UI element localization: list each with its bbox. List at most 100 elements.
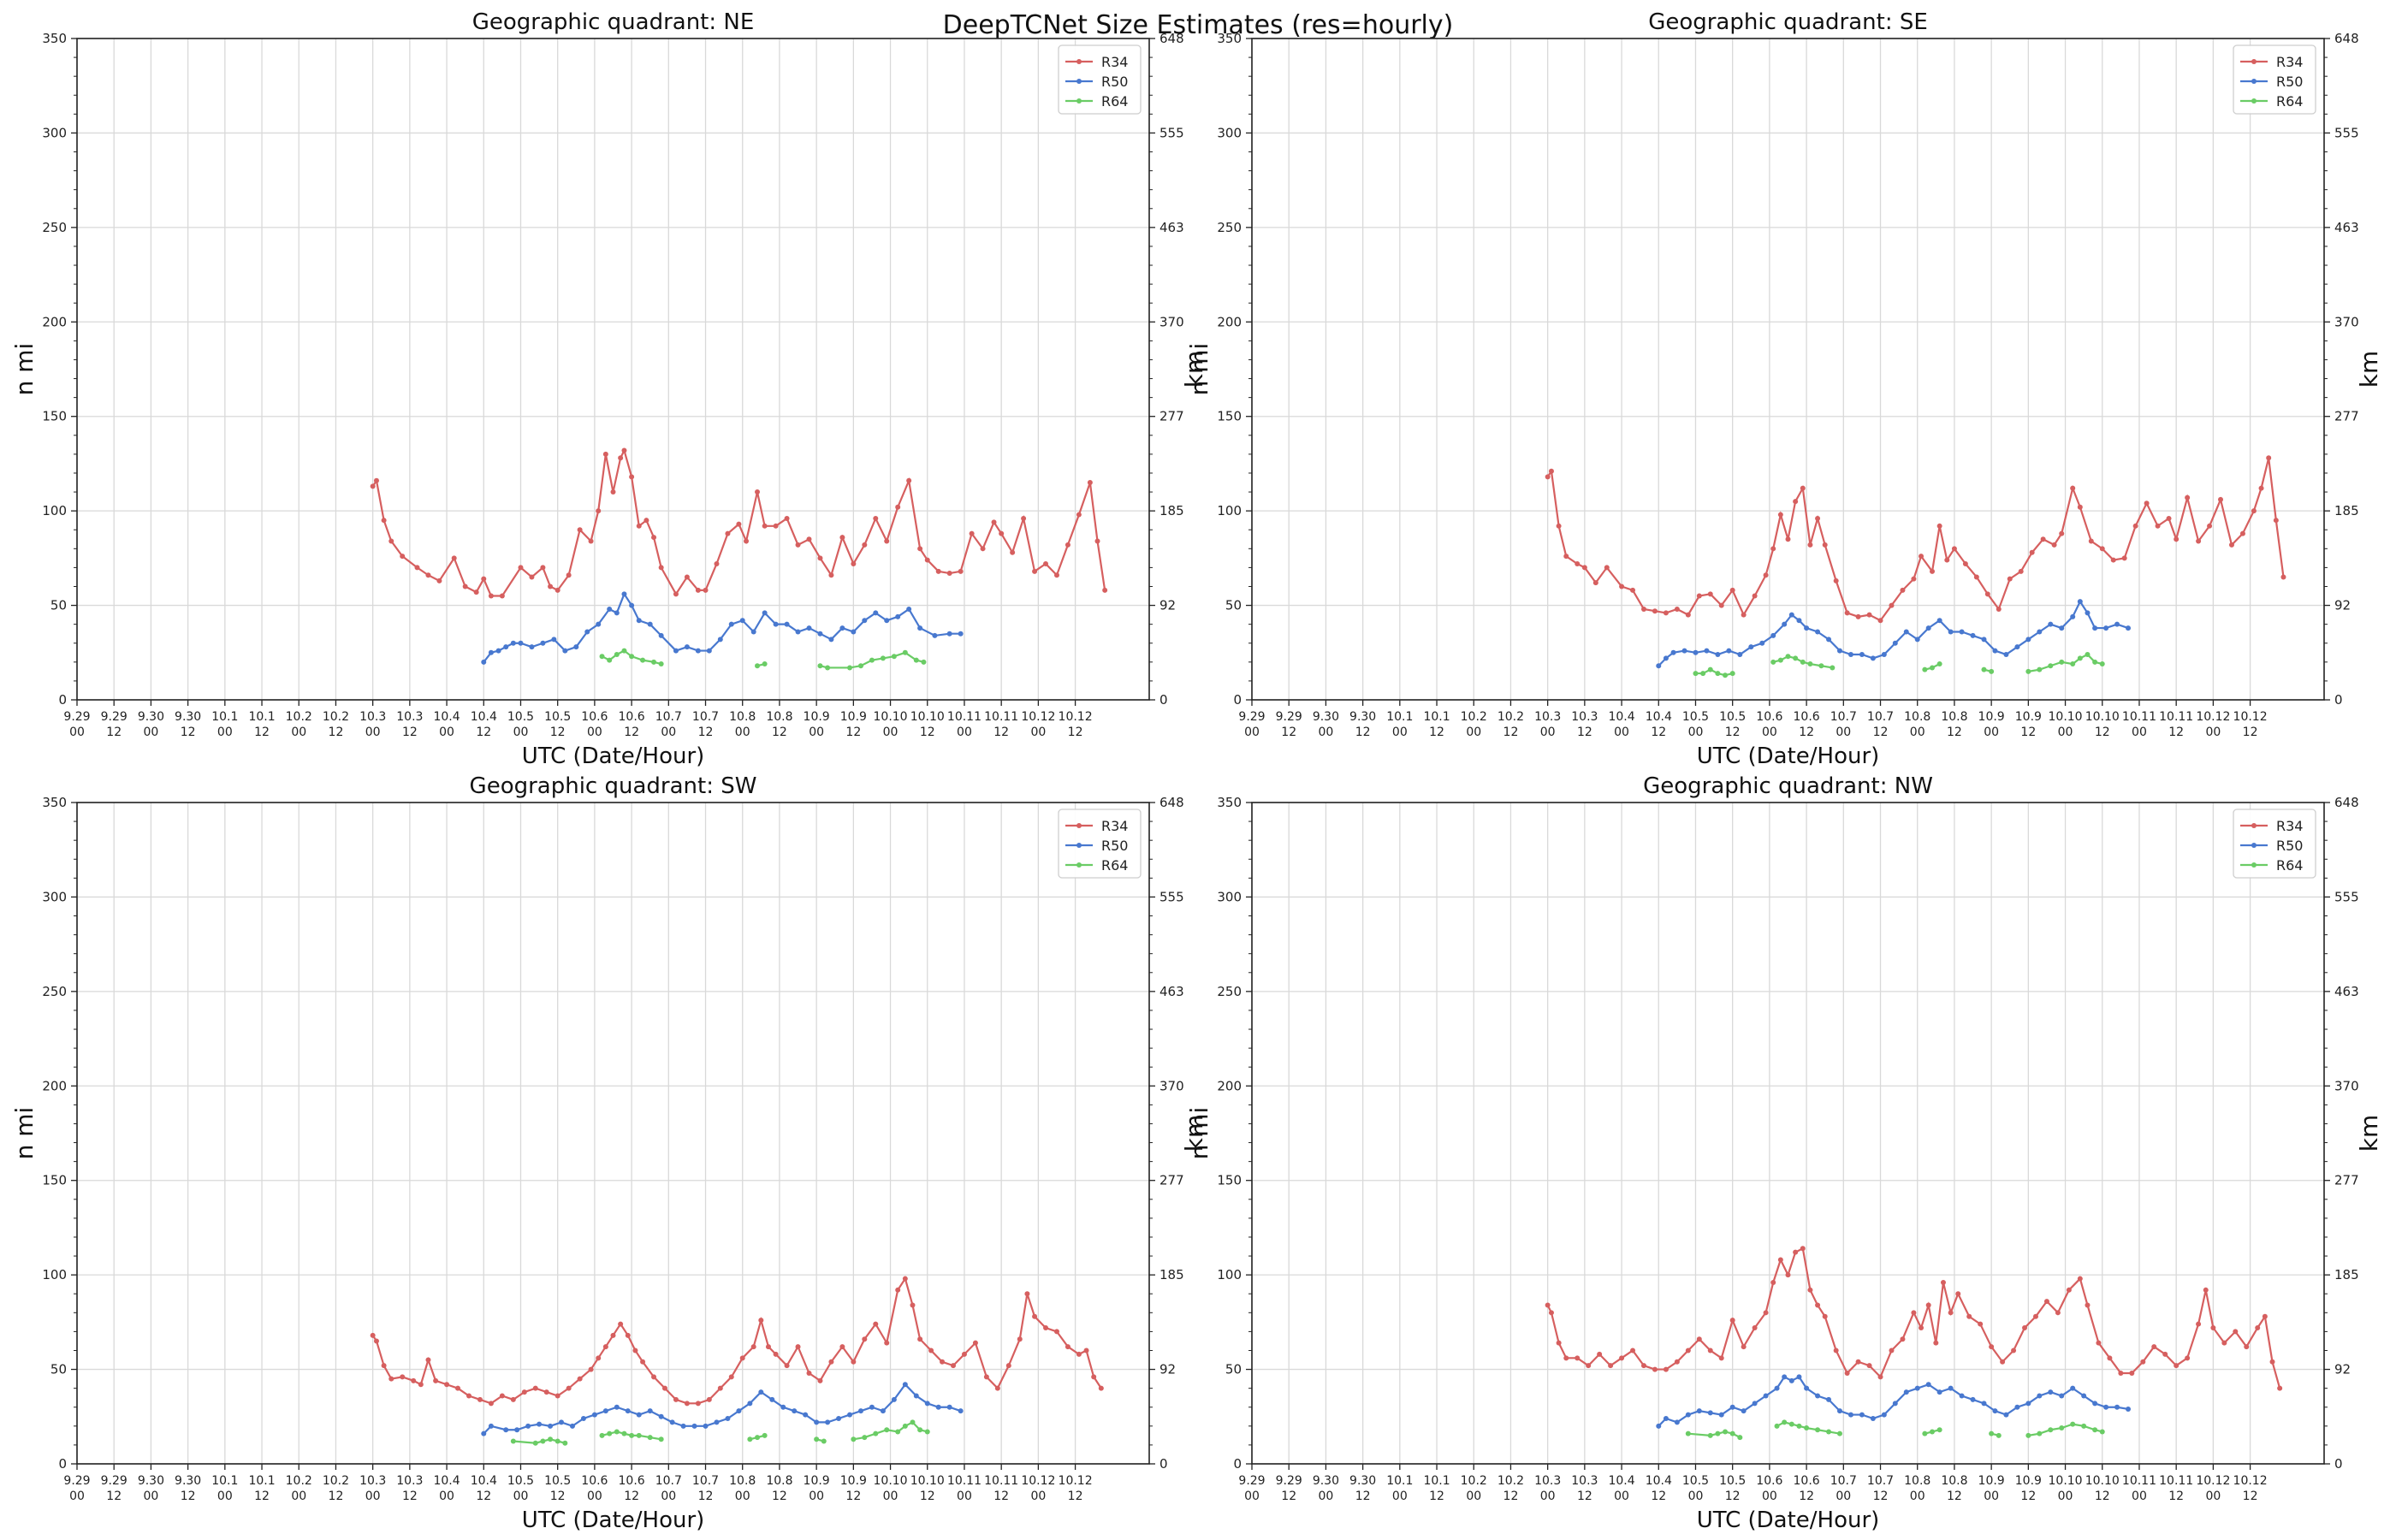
x-tick-label-hour: 12 xyxy=(476,1490,491,1503)
data-point-r34 xyxy=(636,523,642,529)
x-tick-label-date: 10.11 xyxy=(947,710,982,724)
data-point-r34 xyxy=(1889,602,1895,608)
data-point-r34 xyxy=(917,1336,923,1342)
data-point-r34 xyxy=(773,523,779,529)
data-point-r50 xyxy=(773,621,779,627)
data-point-r34 xyxy=(2059,530,2065,536)
data-point-r34 xyxy=(2196,538,2202,544)
x-tick-label-hour: 00 xyxy=(809,1490,824,1503)
x-tick-label-date: 10.4 xyxy=(1646,710,1672,724)
x-tick-label-date: 10.3 xyxy=(396,1474,423,1488)
x-tick-label-hour: 12 xyxy=(2020,726,2036,739)
x-tick-label-date: 10.11 xyxy=(984,710,1018,724)
x-tick-label-date: 10.2 xyxy=(286,1474,312,1488)
x-tick-label-date: 10.10 xyxy=(910,710,945,724)
data-point-r34 xyxy=(795,542,801,548)
data-point-r64 xyxy=(510,1438,516,1444)
x-tick-label-hour: 00 xyxy=(1030,726,1046,739)
data-point-r50 xyxy=(1685,1412,1691,1418)
data-point-r50 xyxy=(958,1408,964,1414)
x-tick-label-date: 10.12 xyxy=(2196,1474,2230,1488)
x-tick-label-date: 9.29 xyxy=(63,1474,90,1488)
chart-title: Geographic quadrant: NW xyxy=(1643,773,1933,799)
series-r64 xyxy=(510,1419,930,1446)
x-tick-label-hour: 12 xyxy=(550,726,566,739)
x-tick-label-date: 10.8 xyxy=(729,1474,756,1488)
data-point-r64 xyxy=(1785,654,1791,660)
data-point-r50 xyxy=(806,625,812,631)
data-point-r50 xyxy=(1992,648,1998,654)
x-tick-label-date: 10.7 xyxy=(655,1474,682,1488)
x-tick-label-date: 10.8 xyxy=(1941,1474,1967,1488)
data-point-r50 xyxy=(1903,629,1909,635)
x-tick-label-hour: 12 xyxy=(772,726,787,739)
x-tick-label-hour: 00 xyxy=(513,1490,529,1503)
data-point-r64 xyxy=(1723,672,1729,678)
data-point-r50 xyxy=(836,1415,842,1421)
data-point-r50 xyxy=(1948,1385,1954,1391)
series-r64 xyxy=(1693,651,2105,678)
data-point-r64 xyxy=(814,1436,820,1442)
data-point-r50 xyxy=(1670,649,1676,655)
data-point-r34 xyxy=(555,1393,560,1399)
data-point-r34 xyxy=(1640,1363,1646,1369)
data-point-r34 xyxy=(596,1355,602,1361)
data-point-r50 xyxy=(1788,1377,1794,1383)
x-tick-label-hour: 00 xyxy=(2058,726,2073,739)
x-tick-label-hour: 12 xyxy=(254,1490,270,1503)
data-point-r50 xyxy=(510,640,516,646)
data-point-r50 xyxy=(636,618,642,624)
data-point-r50 xyxy=(1881,651,1887,657)
data-point-r50 xyxy=(495,648,501,654)
x-tick-label-hour: 00 xyxy=(69,726,85,739)
x-tick-label-date: 10.11 xyxy=(2159,1474,2193,1488)
data-point-r64 xyxy=(1804,1425,1810,1431)
data-point-r50 xyxy=(902,1382,908,1388)
data-point-r34 xyxy=(1083,1348,1089,1353)
data-point-r50 xyxy=(2092,625,2098,631)
data-point-r34 xyxy=(1575,560,1581,566)
x-tick-label-date: 9.29 xyxy=(101,1474,128,1488)
x-tick-label-date: 10.1 xyxy=(1386,1474,1413,1488)
data-point-r34 xyxy=(436,578,442,583)
data-point-r64 xyxy=(621,648,627,654)
y-tick-label: 200 xyxy=(42,1078,67,1093)
y-right-axis-label: km xyxy=(2355,351,2383,388)
legend-marker-r64 xyxy=(2251,98,2257,104)
x-tick-label-date: 10.4 xyxy=(433,1474,460,1488)
x-tick-label-hour: 12 xyxy=(1355,726,1371,739)
data-point-r34 xyxy=(1911,1310,1917,1316)
data-point-r50 xyxy=(847,1412,853,1418)
data-point-r34 xyxy=(762,523,768,529)
data-point-r50 xyxy=(1726,648,1732,654)
y-tick-label: 50 xyxy=(50,598,67,613)
x-tick-label-hour: 00 xyxy=(1392,726,1408,739)
data-point-r64 xyxy=(621,1430,627,1436)
y-tick-label: 250 xyxy=(42,984,67,999)
y-axis-label: n mi xyxy=(10,343,39,396)
data-point-r34 xyxy=(1877,1374,1883,1380)
data-point-r34 xyxy=(684,574,690,580)
data-point-r50 xyxy=(625,1408,631,1414)
data-point-r34 xyxy=(640,1359,646,1365)
x-tick-label-hour: 00 xyxy=(1540,1490,1556,1503)
data-point-r34 xyxy=(1098,1385,1104,1391)
data-point-r50 xyxy=(1815,629,1821,635)
data-point-r50 xyxy=(1948,629,1954,635)
data-point-r34 xyxy=(1043,1324,1049,1330)
y-tick-label: 300 xyxy=(1217,125,1242,140)
data-point-r50 xyxy=(825,1419,831,1425)
y-tick-label: 200 xyxy=(1217,1078,1242,1093)
data-point-r50 xyxy=(1903,1389,1909,1395)
data-point-r50 xyxy=(1959,629,1965,635)
data-point-r64 xyxy=(1793,655,1799,661)
data-point-r34 xyxy=(862,542,868,548)
x-tick-label-date: 10.2 xyxy=(323,1474,349,1488)
y-tick-label: 100 xyxy=(1217,1267,1242,1282)
data-point-r50 xyxy=(621,591,627,597)
data-point-r50 xyxy=(2103,625,2109,631)
data-point-r34 xyxy=(370,483,376,489)
y-tick-label: 300 xyxy=(1217,889,1242,904)
data-point-r34 xyxy=(1619,1355,1625,1361)
data-point-r34 xyxy=(2255,1324,2261,1330)
